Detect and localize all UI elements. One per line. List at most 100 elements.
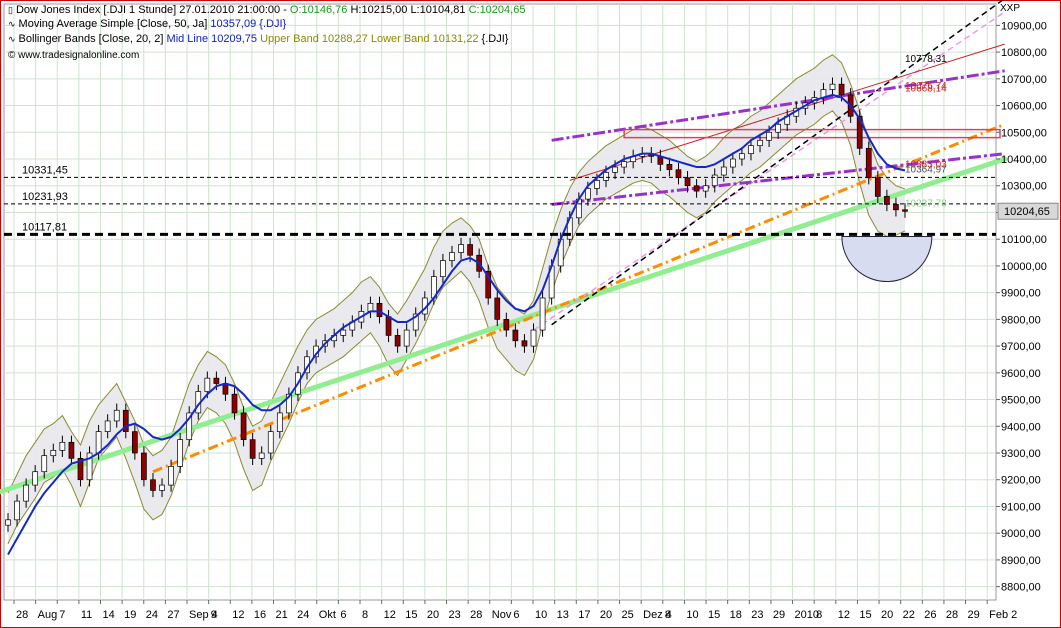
y-tick-label: 10900,00 <box>1001 20 1047 32</box>
y-tick-label: 10300,00 <box>1001 181 1047 193</box>
bb-upper: Upper Band 10288,27 <box>260 33 368 45</box>
candle-body <box>729 158 736 168</box>
candle-body <box>539 297 546 331</box>
candle-body <box>5 519 11 526</box>
legend-bollinger: ∿ Bollinger Bands [Close, 20, 2] Mid Line… <box>8 33 508 45</box>
candle-body <box>739 153 745 160</box>
x-axis: 28 Aug 7 11 14 19 24 27 Sep 49 12 16 21 24 Okt 6 8 12 15 2… <box>13 600 1017 621</box>
candle-body <box>68 441 75 459</box>
instrument-label: Dow Jones Index [.DJI 1 Stunde] 27.01.20… <box>15 4 287 16</box>
x-tick-label: 17 <box>578 609 590 621</box>
y-tick-label: 9600,00 <box>1001 368 1041 380</box>
candle-body <box>86 452 93 481</box>
y-tick-label: 9400,00 <box>1001 421 1041 433</box>
annotation-label: 10668,14 <box>905 83 947 94</box>
ma-value: 10357,09 {.DJI} <box>210 18 287 30</box>
annotation-label: 10778,31 <box>905 54 947 65</box>
x-tick-label: 27 <box>167 609 179 621</box>
candle-body <box>204 377 211 392</box>
y-tick-label: 9100,00 <box>1001 501 1041 513</box>
candle-body <box>458 244 464 253</box>
x-tick-label: 20 <box>881 609 893 621</box>
candle-body <box>23 484 29 502</box>
candle-body <box>367 302 374 312</box>
x-tick-label: 12 <box>384 609 396 621</box>
candle-body <box>403 329 410 347</box>
candle-body <box>838 83 845 96</box>
y-tick-label: 9700,00 <box>1001 341 1041 353</box>
x-tick-label: 20 <box>427 609 439 621</box>
bb-label: Bollinger Bands [Close, 20, 2] <box>18 33 164 45</box>
candle-body <box>168 466 174 486</box>
channel-upper <box>551 69 1005 142</box>
lower-band-line <box>7 110 906 545</box>
candle-body <box>122 409 129 432</box>
upper-band-line <box>7 54 906 494</box>
x-tick-label: 12 <box>838 609 850 621</box>
line-icon: ∿ <box>8 19 16 29</box>
candle-body <box>222 383 229 395</box>
candle-body <box>41 455 48 473</box>
low-value: L:10104,81 <box>410 4 466 16</box>
x-tick-label: 15 <box>708 609 720 621</box>
candle-body <box>467 244 473 256</box>
x-tick-label: Sep 4 <box>189 609 218 621</box>
line-icon: ∿ <box>8 34 16 44</box>
x-tick-label: 16 <box>254 609 266 621</box>
x-tick-label: 2010 <box>795 609 819 621</box>
candle-body <box>684 177 691 187</box>
high-value: H:10215,00 <box>350 4 408 16</box>
x-tick-label: 9 <box>211 609 217 621</box>
x-tick-label: 6 <box>340 609 346 621</box>
y-tick-label: 9000,00 <box>1001 528 1041 540</box>
candle-body <box>14 500 20 521</box>
x-tick-label: 29 <box>968 609 980 621</box>
candle-body <box>874 177 881 197</box>
orange-trendline <box>152 122 1006 474</box>
candle-body <box>340 329 347 336</box>
candle-body <box>612 166 618 173</box>
candle-body <box>884 196 890 205</box>
candle-body <box>159 484 165 491</box>
y-tick-label: 10100,00 <box>1001 234 1047 246</box>
x-tick-label: 28 <box>16 609 28 621</box>
x-tick-label: 25 <box>622 609 634 621</box>
y-tick-label: 10000,00 <box>1001 261 1047 273</box>
x-tick-label: 20 <box>600 609 612 621</box>
candle-body <box>494 297 501 320</box>
x-tick-label: 10 <box>535 609 547 621</box>
legend-instrument: ▯ Dow Jones Index [.DJI 1 Stunde] 27.01.2… <box>8 4 525 16</box>
current-price-label: 10204,65 <box>1004 206 1050 218</box>
target-zone <box>841 236 933 283</box>
candle-body <box>104 420 111 432</box>
candle-body <box>775 123 782 133</box>
black-trendline <box>551 0 1005 326</box>
x-tick-label: 11 <box>81 609 92 621</box>
resistance-zone <box>623 128 1001 139</box>
candle-body <box>449 252 455 261</box>
candle-body <box>77 457 84 481</box>
x-tick-label: 8 <box>362 609 368 621</box>
x-tick-label: 14 <box>103 609 115 621</box>
candle-body <box>693 185 700 192</box>
candle-body <box>267 431 274 454</box>
candle-body <box>865 147 872 179</box>
x-tick-label: 22 <box>903 609 915 621</box>
candle-body <box>150 479 156 491</box>
x-tick-label: Aug <box>38 609 58 621</box>
moving-average <box>7 93 906 556</box>
candle-body <box>412 313 419 331</box>
candle-body <box>141 452 147 481</box>
y-tick-label: 10400,00 <box>1001 154 1047 166</box>
y-tick-label: 10800,00 <box>1001 47 1047 59</box>
candle-body <box>530 329 537 347</box>
x-tick-label: 23 <box>751 609 763 621</box>
x-tick-label: 26 <box>924 609 936 621</box>
trend-lines <box>0 0 1008 495</box>
candle-body <box>59 441 66 451</box>
y-tick-label: 9900,00 <box>1001 288 1041 300</box>
annotation-label: 10676,74 <box>905 81 947 92</box>
open-value: O:10146,76 <box>289 4 348 16</box>
x-tick-label: 12 <box>232 609 244 621</box>
